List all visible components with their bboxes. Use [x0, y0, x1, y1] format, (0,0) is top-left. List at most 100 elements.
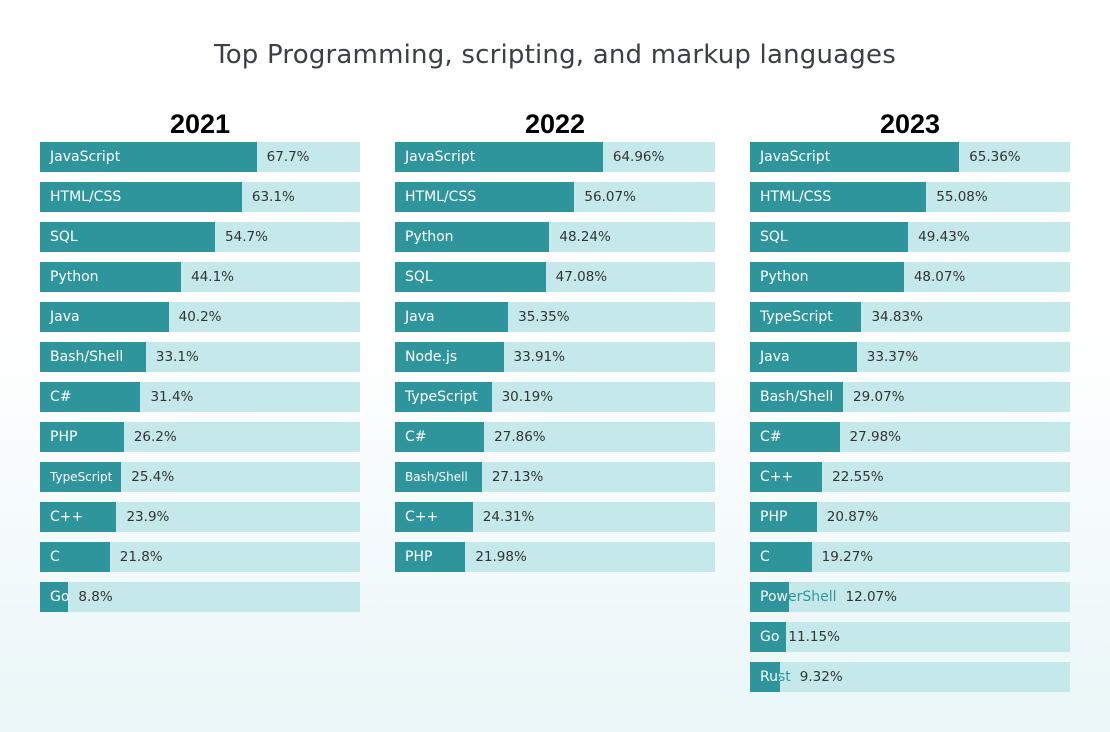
- bar-row: HTML/CSS 63.1%: [40, 182, 360, 212]
- category-label: HTML/CSS: [760, 189, 832, 205]
- value-label: 29.07%: [853, 389, 905, 405]
- bar: [40, 182, 242, 212]
- bar: [750, 422, 840, 452]
- bar: [395, 382, 492, 412]
- value-label: 48.24%: [559, 229, 611, 245]
- category-label: PHP: [760, 509, 788, 525]
- category-label: HTML/CSS: [405, 189, 477, 205]
- bar-row: Go 11.15%: [750, 622, 1070, 652]
- category-label: Bash/Shell: [50, 349, 124, 365]
- bar: [395, 502, 473, 532]
- bar-row: Python 48.24%: [395, 222, 715, 252]
- bar-row: HTML/CSS 55.08%: [750, 182, 1070, 212]
- bar-row: C++ 24.31%: [395, 502, 715, 532]
- bar: [40, 222, 216, 252]
- category-label: TypeScript: [405, 389, 478, 405]
- value-label: 35.35%: [518, 309, 570, 325]
- bar: [40, 342, 146, 372]
- panel-2022: 2022 JavaScript 64.96% HTML/CSS 56.07% Pytho…: [395, 106, 715, 582]
- category-label: Bash/Shell: [760, 389, 834, 405]
- bar-row: C# 31.4%: [40, 382, 360, 412]
- category-label: C++: [405, 509, 439, 525]
- value-label: 33.1%: [155, 349, 199, 365]
- category-label: Rust: [760, 662, 791, 692]
- category-label: JavaScript: [50, 149, 121, 165]
- bar: [40, 462, 122, 492]
- bar-row: PHP 26.2%: [40, 422, 360, 452]
- value-label: 30.19%: [501, 389, 554, 405]
- bar-row: PHP 21.98%: [395, 542, 715, 572]
- bar-row: C# 27.98%: [750, 422, 1070, 452]
- bar: [40, 302, 169, 332]
- bar: [750, 462, 823, 492]
- bar-row: HTML/CSS 56.07%: [395, 182, 715, 212]
- bar: [395, 142, 603, 172]
- category-label: PHP: [50, 429, 78, 445]
- bar-row: SQL 49.43%: [750, 222, 1070, 252]
- bar: [750, 662, 780, 692]
- value-label: 22.55%: [832, 469, 884, 485]
- category-label: C++: [50, 509, 84, 525]
- category-label: C++: [760, 469, 794, 485]
- value-label: 26.2%: [133, 429, 177, 445]
- value-label: 21.98%: [475, 549, 527, 565]
- category-label: SQL: [760, 229, 788, 245]
- bar: [395, 542, 466, 572]
- bar-row: SQL 54.7%: [40, 222, 360, 252]
- category-label: C: [50, 549, 60, 565]
- bar-row: Rust 9.32%: [750, 662, 1070, 692]
- category-label: C#: [50, 389, 72, 405]
- value-label: 27.98%: [849, 429, 902, 445]
- value-label: 33.37%: [866, 349, 919, 365]
- value-label: 48.07%: [913, 269, 966, 285]
- bar: [40, 382, 141, 412]
- bar: [395, 342, 504, 372]
- panel-2021: 2021 JavaScript 67.7% HTML/CSS 63.1% SQL 54.7…: [40, 106, 360, 622]
- category-label: C: [760, 549, 770, 565]
- value-label: 27.86%: [494, 429, 546, 445]
- bar: [395, 222, 550, 252]
- bar-row: TypeScript 30.19%: [395, 382, 715, 412]
- value-label: 19.27%: [821, 549, 874, 565]
- panel-year-2022: 2022: [524, 109, 586, 139]
- category-label: C#: [405, 429, 427, 445]
- value-label: 65.36%: [969, 149, 1021, 165]
- value-label: 34.83%: [871, 309, 923, 325]
- bar-row: Bash/Shell 29.07%: [750, 382, 1070, 412]
- category-label: SQL: [405, 269, 433, 285]
- bar-row: C 21.8%: [40, 542, 360, 572]
- bar: [750, 222, 909, 252]
- value-label: 25.4%: [131, 469, 175, 485]
- bar: [40, 262, 182, 292]
- chart-title: Top Programming, scripting, and markup l…: [214, 40, 896, 70]
- category-label: PowerShell: [760, 582, 836, 612]
- bar-row: C 19.27%: [750, 542, 1070, 572]
- category-label: TypeScript: [50, 470, 113, 484]
- category-label: JavaScript: [760, 149, 831, 165]
- category-label: Bash/Shell: [405, 470, 468, 484]
- bar: [40, 502, 117, 532]
- value-label: 54.7%: [225, 229, 268, 245]
- bars-2023: JavaScript 65.36% HTML/CSS 55.08% SQL 49.43% P…: [750, 142, 1070, 692]
- bar: [750, 622, 786, 652]
- bars-2021: JavaScript 67.7% HTML/CSS 63.1% SQL 54.7% Pyth…: [40, 142, 360, 612]
- value-label: 44.1%: [191, 269, 234, 285]
- bar-row: Node.js 33.91%: [395, 342, 715, 372]
- bar: [750, 542, 812, 572]
- bar-row: PowerShell 12.07%: [750, 582, 1070, 612]
- bar-row: Java 40.2%: [40, 302, 360, 332]
- value-label: 49.43%: [918, 229, 970, 245]
- bar-row: Java 33.37%: [750, 342, 1070, 372]
- bar: [750, 382, 844, 412]
- bar: [750, 502, 817, 532]
- category-label: Python: [50, 269, 99, 285]
- bar-row: SQL 47.08%: [395, 262, 715, 292]
- bar-row: Bash/Shell 33.1%: [40, 342, 360, 372]
- bar-row: PHP 20.87%: [750, 502, 1070, 532]
- category-label: Java: [50, 309, 80, 325]
- value-label: 40.2%: [178, 309, 222, 325]
- category-label: Java: [405, 309, 435, 325]
- value-label: 23.9%: [126, 509, 170, 525]
- value-label: 20.87%: [826, 509, 879, 525]
- panel-year-2023: 2023: [879, 109, 941, 139]
